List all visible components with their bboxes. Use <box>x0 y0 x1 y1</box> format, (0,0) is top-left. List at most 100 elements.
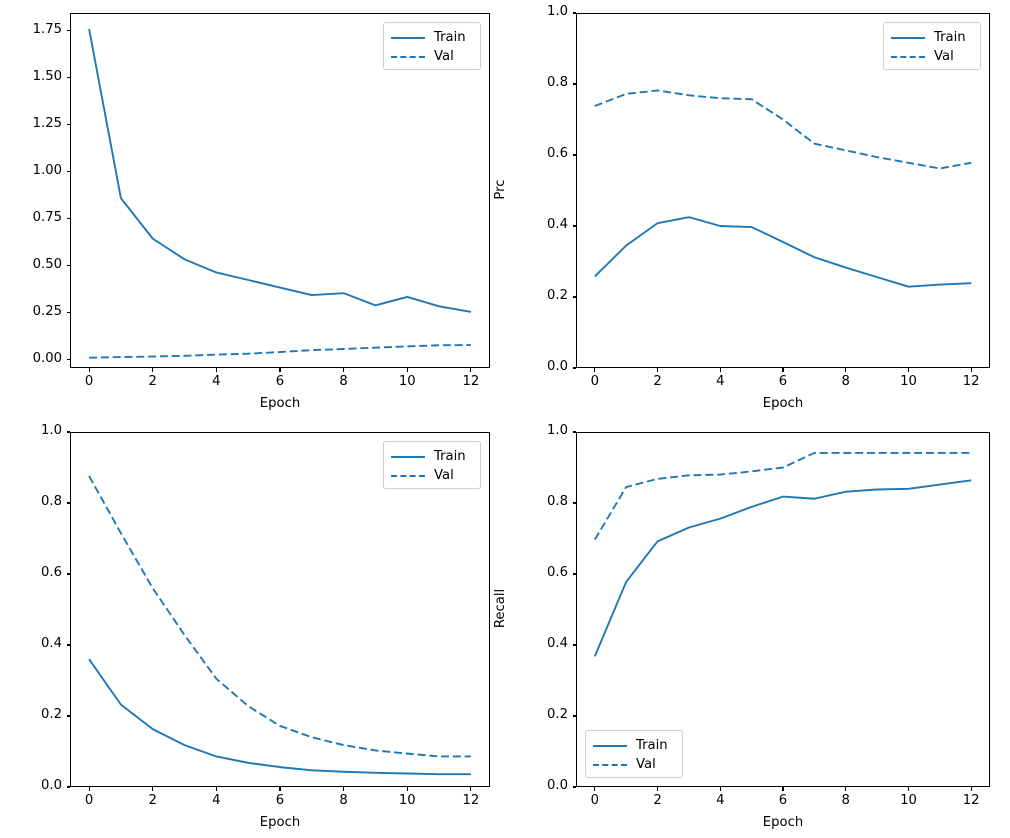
x-tickmark <box>215 368 217 372</box>
legend-line-swatch-icon <box>391 51 425 63</box>
x-tickmark <box>594 368 596 372</box>
line-train <box>594 216 972 288</box>
x-axis-label: Epoch <box>762 396 804 411</box>
x-tickmark <box>656 787 659 791</box>
x-tickmark <box>782 368 784 372</box>
legend-line-swatch-icon <box>891 32 925 44</box>
legend-item-train[interactable]: Train <box>593 736 674 755</box>
y-tickmark <box>66 715 70 717</box>
x-tickmark <box>719 787 721 791</box>
x-tick-label: 8 <box>339 793 348 808</box>
line-train <box>88 658 471 776</box>
legend-line-swatch-icon <box>391 451 425 463</box>
y-tick-label: 1.0 <box>547 4 568 19</box>
line-val <box>89 344 471 359</box>
y-tick-label: 0.50 <box>32 256 62 272</box>
y-tick-label: 0.4 <box>41 636 62 651</box>
legend-line-swatch-icon <box>891 51 925 63</box>
x-axis-label: Epoch <box>259 396 301 411</box>
x-tick-label: 12 <box>462 793 480 808</box>
y-tick-label: 0.8 <box>547 494 568 509</box>
x-tickmark <box>406 368 408 372</box>
y-tick-label: 1.75 <box>32 21 62 37</box>
legend-line-swatch-icon <box>593 759 627 771</box>
y-tick-label: 0.0 <box>41 778 62 793</box>
y-tickmark <box>66 786 70 788</box>
x-tick-label: 0 <box>84 374 94 389</box>
y-tickmark <box>572 12 576 14</box>
x-tickmark <box>88 787 90 791</box>
line-val <box>594 451 972 541</box>
y-tickmark <box>572 83 576 85</box>
y-tickmark <box>66 77 70 79</box>
legend: Train Val <box>883 22 981 70</box>
legend-item-train[interactable]: Train <box>391 447 472 466</box>
y-tickmark <box>572 715 576 717</box>
plot-area <box>70 13 490 368</box>
y-tick-label: 0.8 <box>41 494 62 509</box>
x-tick-label: 4 <box>716 374 725 389</box>
series-canvas <box>594 89 972 288</box>
x-tickmark <box>279 787 281 791</box>
plot-area <box>576 432 990 787</box>
y-tick-label: 0.8 <box>547 75 568 90</box>
x-tickmark <box>470 787 472 791</box>
x-tick-label: 4 <box>212 374 221 389</box>
y-tickmark <box>66 218 70 220</box>
y-tick-label: 0.6 <box>41 565 62 580</box>
legend-item-train[interactable]: Train <box>391 28 472 47</box>
y-tick-label: 0.25 <box>32 303 62 319</box>
y-tick-label: 1.0 <box>41 423 62 438</box>
x-tick-label: 2 <box>653 374 662 389</box>
x-tickmark <box>970 787 972 791</box>
x-tick-label: 8 <box>841 793 850 808</box>
x-tickmark <box>343 368 345 372</box>
x-tickmark <box>782 787 784 791</box>
legend-item-val[interactable]: Val <box>391 47 472 66</box>
x-tick-label: 12 <box>962 793 980 808</box>
y-tick-label: 1.0 <box>547 423 568 438</box>
y-tickmark <box>572 573 576 575</box>
y-tickmark <box>572 786 576 788</box>
x-tickmark <box>470 368 472 372</box>
legend-item-val[interactable]: Val <box>391 466 472 485</box>
y-tickmark <box>572 154 576 156</box>
line-val <box>88 475 471 758</box>
series-canvas <box>88 475 471 776</box>
x-tickmark <box>845 368 847 372</box>
y-tickmark <box>66 265 70 267</box>
y-tick-label: 0.6 <box>547 146 568 161</box>
x-tick-label: 0 <box>84 793 94 808</box>
legend: Train Val <box>585 730 683 778</box>
legend-line-swatch-icon <box>391 32 425 44</box>
legend-item-train[interactable]: Train <box>891 28 972 47</box>
x-tick-label: 6 <box>275 374 285 389</box>
x-tick-label: 6 <box>778 793 788 808</box>
legend-label: Val <box>636 757 656 772</box>
x-tick-label: 10 <box>900 374 917 389</box>
x-tick-label: 12 <box>962 374 980 389</box>
x-tickmark <box>88 368 90 372</box>
x-tick-label: 8 <box>339 374 348 389</box>
y-tick-label: 0.2 <box>547 288 568 303</box>
y-tickmark <box>66 502 70 504</box>
legend-item-val[interactable]: Val <box>593 755 674 774</box>
legend-label: Val <box>434 468 454 483</box>
y-tickmark <box>66 124 70 126</box>
x-tickmark <box>970 368 972 372</box>
line-train <box>593 479 972 657</box>
y-tick-label: 0.0 <box>547 778 568 793</box>
y-tick-label: 1.25 <box>32 115 62 131</box>
x-tick-label: 10 <box>398 374 416 389</box>
x-tick-label: 6 <box>275 793 285 808</box>
y-tick-label: 0.4 <box>547 636 568 651</box>
y-tickmark <box>66 312 70 314</box>
x-tickmark <box>215 787 217 791</box>
y-tickmark <box>66 171 70 173</box>
x-tickmark <box>152 787 154 791</box>
x-tick-label: 2 <box>148 793 157 808</box>
legend-item-val[interactable]: Val <box>891 47 972 66</box>
